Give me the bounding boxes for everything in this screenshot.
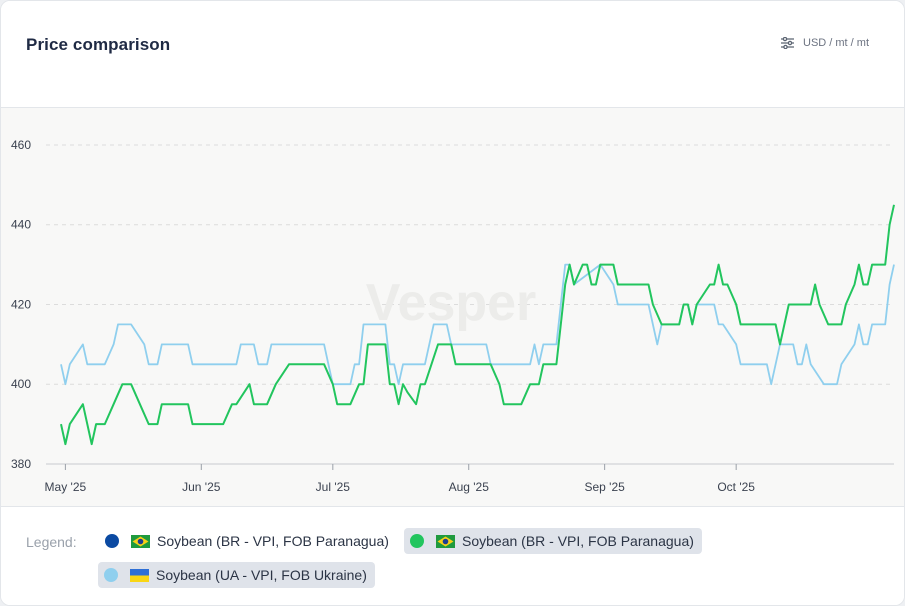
watermark: Vesper xyxy=(366,274,537,332)
legend: Legend: Soybean (BR - VPI, FOB Paranagua… xyxy=(1,507,904,605)
legend-label: Legend: xyxy=(26,534,77,550)
x-tick-label: Sep '25 xyxy=(584,480,625,494)
legend-item-label: Soybean (UA - VPI, FOB Ukraine) xyxy=(156,567,367,583)
sliders-icon xyxy=(781,37,794,49)
y-tick-label: 420 xyxy=(11,297,31,311)
legend-item-label: Soybean (BR - VPI, FOB Paranagua) xyxy=(462,533,694,549)
legend-item-br-dark[interactable]: Soybean (BR - VPI, FOB Paranagua) xyxy=(99,528,397,554)
y-tick-label: 460 xyxy=(11,138,31,152)
series-line[interactable] xyxy=(60,263,895,386)
price-line-chart[interactable]: Vesper 380 400 420 440 460 May '25 Jun '25 Jul … xyxy=(1,108,904,506)
legend-item-label: Soybean (BR - VPI, FOB Paranagua) xyxy=(157,533,389,549)
ukraine-flag-icon xyxy=(130,568,149,582)
chart-area: Vesper 380 400 420 440 460 May '25 Jun '25 Jul … xyxy=(1,108,904,507)
brazil-flag-icon xyxy=(131,534,150,548)
y-tick-label: 400 xyxy=(11,377,31,391)
legend-item-ua[interactable]: Soybean (UA - VPI, FOB Ukraine) xyxy=(98,562,375,588)
card-header: Price comparison USD / mt / mt xyxy=(1,1,904,108)
series-line[interactable] xyxy=(60,204,895,446)
series-color-dot xyxy=(105,534,119,548)
y-tick-label: 440 xyxy=(11,218,31,232)
x-tick-label: May '25 xyxy=(45,480,87,494)
x-tick-label: Oct '25 xyxy=(717,480,755,494)
y-tick-label: 380 xyxy=(11,457,31,471)
x-tick-label: Aug '25 xyxy=(449,480,490,494)
brazil-flag-icon xyxy=(436,534,455,548)
x-tick-label: Jul '25 xyxy=(316,480,351,494)
unit-label: USD / mt / mt xyxy=(803,37,869,49)
page-title: Price comparison xyxy=(26,35,171,54)
unit-selector[interactable]: USD / mt / mt xyxy=(781,37,869,49)
series-color-dot xyxy=(104,568,118,582)
series-color-dot xyxy=(410,534,424,548)
x-tick-label: Jun '25 xyxy=(182,480,221,494)
legend-item-br-green[interactable]: Soybean (BR - VPI, FOB Paranagua) xyxy=(404,528,702,554)
